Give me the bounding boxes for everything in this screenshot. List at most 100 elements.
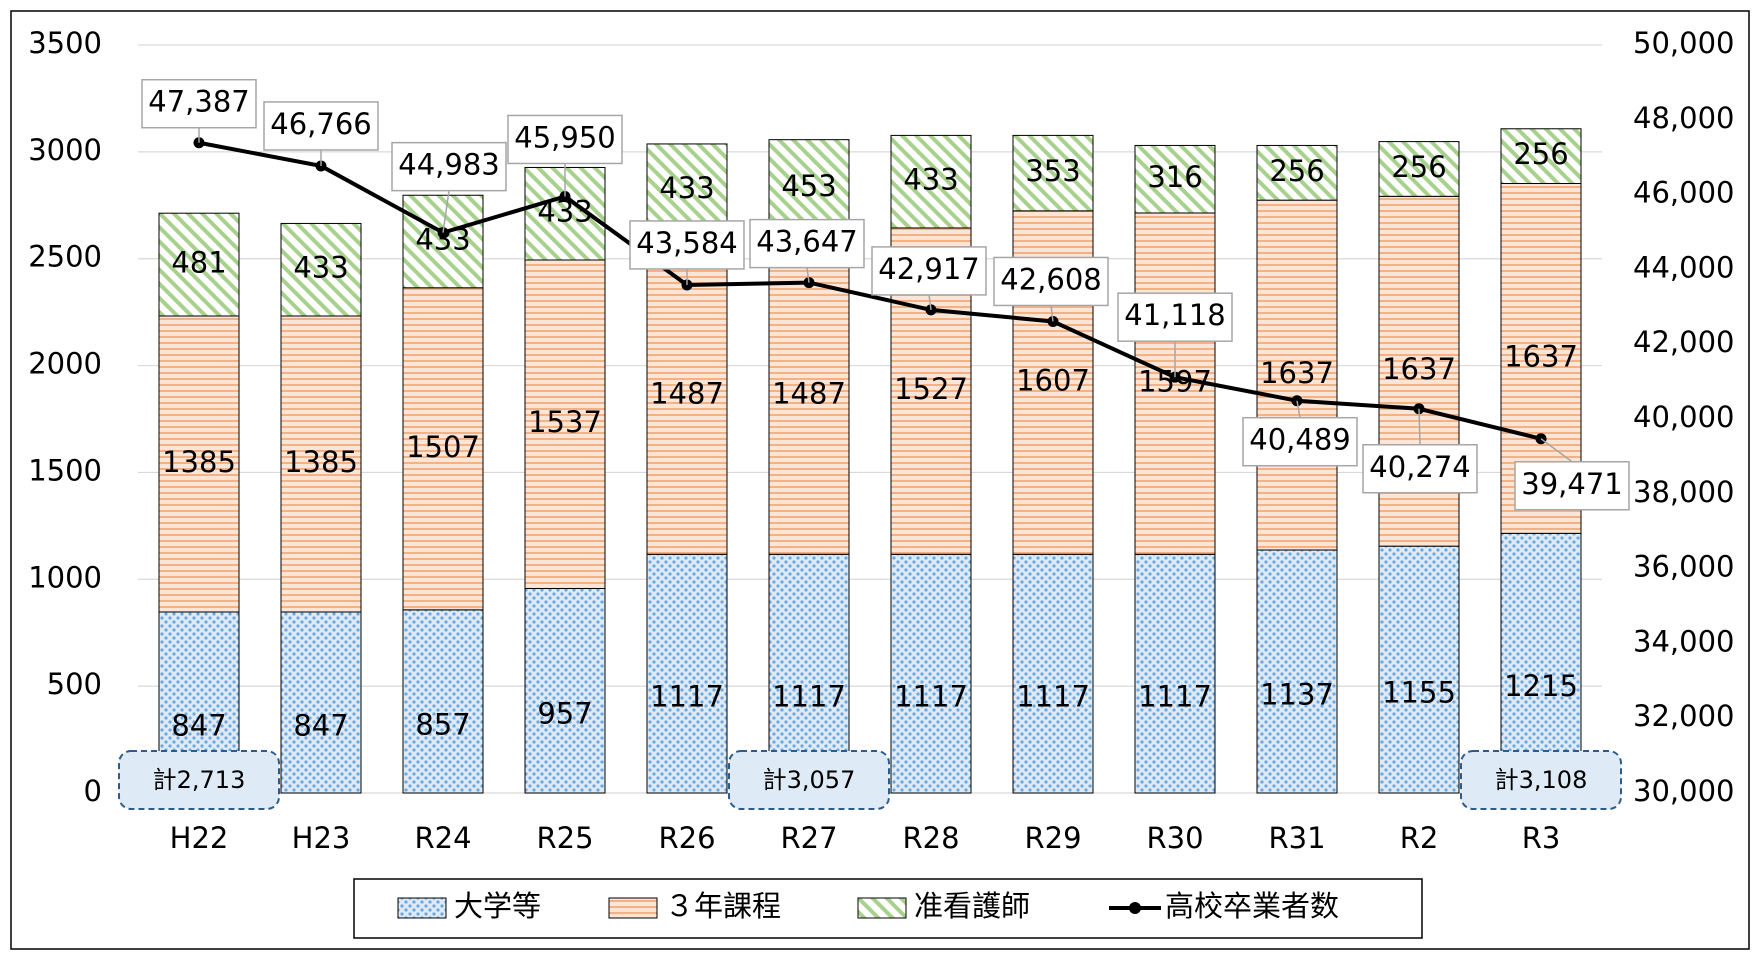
y-tick-label: 0 <box>84 774 102 808</box>
bar-segment <box>646 553 728 794</box>
bar-value-label: 433 <box>293 251 348 285</box>
legend-label: 高校卒業者数 <box>1165 889 1339 923</box>
y2-tick-label: 38,000 <box>1633 475 1734 509</box>
bar-value-label: 957 <box>537 697 592 731</box>
line <box>198 140 1542 441</box>
bar-value-label: 1487 <box>772 376 846 410</box>
bar-value-label: 1137 <box>1260 678 1334 712</box>
bar-segment <box>280 611 362 794</box>
bar-segment <box>1256 144 1338 201</box>
bar-segment <box>1256 549 1338 794</box>
bar-segment <box>280 222 362 317</box>
y2-tick-label: 40,000 <box>1633 400 1734 434</box>
callout-box <box>391 141 507 192</box>
bar-value-label: 1487 <box>650 376 724 410</box>
y2-tick-label: 30,000 <box>1633 774 1734 808</box>
y2-tick-label: 42,000 <box>1633 325 1734 359</box>
bar-value-label: 1155 <box>1382 676 1456 710</box>
x-tick-label: R28 <box>902 821 959 855</box>
line-value-label: 44,983 <box>398 148 499 182</box>
y-tick-label: 500 <box>47 667 102 701</box>
bar-value-label: 1117 <box>1138 680 1212 714</box>
bar-segment <box>1012 553 1094 794</box>
bar-segment <box>1378 141 1460 197</box>
total-box <box>728 750 890 810</box>
callout-box <box>507 114 623 165</box>
callout-tail <box>806 267 810 283</box>
legend-swatch <box>608 897 658 919</box>
line-value-label: 47,387 <box>148 85 249 119</box>
bar-value-label: 1637 <box>1504 339 1578 373</box>
bar-segment <box>402 609 484 794</box>
bar-segment <box>1134 553 1216 794</box>
callout-tail <box>1050 305 1054 322</box>
x-tick-label: R27 <box>780 821 837 855</box>
bar-value-label: 1117 <box>650 680 724 714</box>
callout-box <box>871 246 987 296</box>
y-tick-label: 2000 <box>28 347 102 381</box>
line-value-label: 39,471 <box>1521 467 1622 501</box>
callout-tail <box>1296 400 1301 418</box>
bar-value-label: 433 <box>659 171 714 205</box>
bar-segment <box>524 259 606 589</box>
bar-segment <box>1500 532 1582 794</box>
bar-value-label: 1385 <box>284 445 358 479</box>
bar-segment <box>1256 199 1338 551</box>
legend-swatch <box>857 897 907 919</box>
x-tick-label: R30 <box>1146 821 1203 855</box>
callout-box <box>141 78 257 129</box>
x-tick-label: R2 <box>1400 821 1439 855</box>
line-value-label: 43,584 <box>636 226 737 260</box>
bar-value-label: 256 <box>1391 150 1446 184</box>
bar-value-label: 1117 <box>894 680 968 714</box>
legend-label: 准看護師 <box>914 889 1030 923</box>
bar-value-label: 1537 <box>528 405 602 439</box>
x-tick-label: R26 <box>658 821 715 855</box>
legend-dot <box>1129 902 1141 914</box>
bar-value-label: 1117 <box>1016 680 1090 714</box>
bar-value-label: 1527 <box>894 372 968 406</box>
bar-value-label: 857 <box>415 707 470 741</box>
y-tick-label: 1500 <box>28 453 102 487</box>
total-label: 計3,057 <box>763 766 856 794</box>
bar-segment <box>890 134 972 229</box>
y2-tick-label: 48,000 <box>1633 101 1734 135</box>
bar-value-label: 1117 <box>772 680 846 714</box>
y2-tick-label: 44,000 <box>1633 250 1734 284</box>
y2-tick-label: 32,000 <box>1633 699 1734 733</box>
bar-value-label: 1607 <box>1016 364 1090 398</box>
bar-value-label: 353 <box>1025 154 1080 188</box>
line-value-label: 41,118 <box>1124 298 1225 332</box>
line-value-label: 42,608 <box>1000 262 1101 296</box>
callout-box <box>1242 416 1358 467</box>
bar-value-label: 1637 <box>1260 356 1334 390</box>
callout-tail <box>1540 438 1573 463</box>
line-value-label: 45,950 <box>514 120 615 154</box>
bar-value-label: 847 <box>171 708 226 742</box>
bar-segment <box>1134 144 1216 214</box>
line-value-label: 46,766 <box>270 107 371 141</box>
bar-value-label: 1637 <box>1382 352 1456 386</box>
line-value-label: 43,647 <box>756 225 857 259</box>
x-tick-label: H22 <box>170 821 229 855</box>
callout-tail <box>1418 408 1421 445</box>
bar-segment <box>890 553 972 794</box>
y-tick-label: 1000 <box>28 560 102 594</box>
callout-box <box>749 218 865 269</box>
bar-segment <box>402 194 484 289</box>
bar-value-label: 316 <box>1147 160 1202 194</box>
bar-value-label: 1385 <box>162 445 236 479</box>
plot: 0 500 1000 1500 2000 2500 3000 3500 30,000 32,000… <box>28 26 1734 923</box>
x-tick-label: R3 <box>1522 821 1561 855</box>
bar-segment <box>158 212 240 317</box>
bar-value-label: 256 <box>1513 137 1568 171</box>
total-box <box>1460 750 1622 810</box>
bar-value-label: 433 <box>903 163 958 197</box>
y2-tick-label: 50,000 <box>1633 26 1734 60</box>
callout-box <box>1362 444 1478 494</box>
legend-label: 大学等 <box>454 889 541 923</box>
legend-box <box>353 878 1423 939</box>
y2-tick-label: 36,000 <box>1633 550 1734 584</box>
line-value-label: 40,489 <box>1249 423 1350 457</box>
bar-value-label: 847 <box>293 708 348 742</box>
